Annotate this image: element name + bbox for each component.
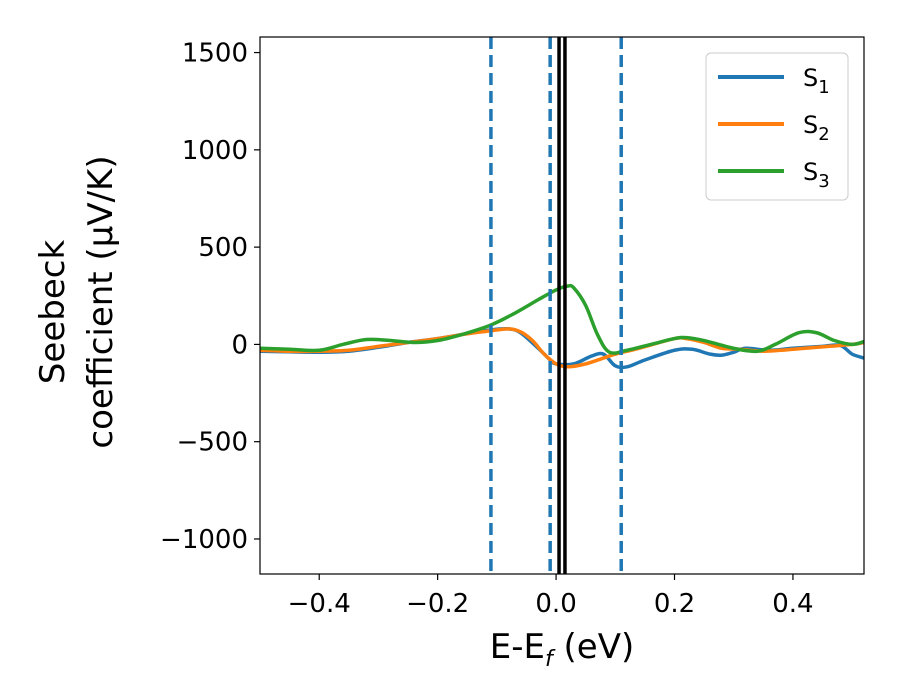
series-line-s1 (260, 326, 864, 370)
legend: S1 S2 S3 (705, 52, 849, 201)
x-tick-label: 0.2 (654, 589, 695, 619)
x-tick-label: −0.4 (288, 589, 351, 619)
series-line-s3 (260, 283, 864, 355)
x-tick-label: 0.4 (772, 589, 813, 619)
y-axis-title-line1: Seebeck (33, 240, 73, 385)
y-tick-label: −500 (177, 428, 248, 458)
x-axis-title-unit: (eV) (553, 627, 635, 667)
x-axis: −0.4 −0.2 0.0 0.2 0.4 (288, 574, 814, 619)
x-tick-label: 0.0 (535, 589, 576, 619)
x-axis-title-subscript: f (545, 647, 556, 672)
legend-label-s2: S2 (803, 111, 830, 145)
x-axis-title-main: E-E (490, 627, 545, 667)
y-tick-label: −1000 (160, 525, 248, 555)
plot-frame (259, 36, 865, 575)
plot-area (260, 37, 864, 574)
legend-box (705, 52, 849, 201)
y-tick-label: 1500 (182, 39, 248, 69)
y-axis-title-line2: coefficient (μV/K) (81, 155, 121, 448)
y-tick-label: 1000 (182, 136, 248, 166)
y-axis: −1000 −500 0 500 1000 1500 (160, 39, 260, 555)
x-tick-label: −0.2 (406, 589, 469, 619)
y-axis-title: Seebeck coefficient (μV/K) (33, 155, 121, 448)
legend-label-s3: S3 (803, 158, 830, 192)
y-tick-label: 500 (198, 233, 248, 263)
x-axis-title: E-Ef (eV) (490, 627, 635, 672)
y-tick-label: 0 (231, 330, 248, 360)
series-line-s2 (260, 327, 864, 369)
legend-label-s1: S1 (803, 64, 830, 98)
